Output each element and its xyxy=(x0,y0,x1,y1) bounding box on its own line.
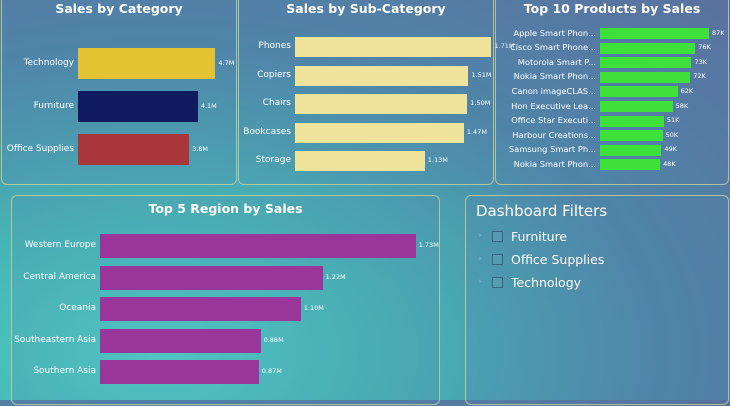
data-label: 49K xyxy=(664,145,677,154)
top-products-title: Top 10 Products by Sales xyxy=(523,1,701,16)
category-label: Office Supplies xyxy=(6,143,74,154)
category-label: Oceania xyxy=(59,303,96,313)
bar[interactable] xyxy=(600,86,678,98)
sales-by-subcategory-panel: Sales by Sub-Category Phones 1.71M Copiers… xyxy=(238,0,515,186)
bar[interactable] xyxy=(295,122,464,143)
category-label: Nokia Smart Phon... xyxy=(513,158,596,169)
data-label: 58K xyxy=(675,101,689,110)
category-label: Southeastern Asia xyxy=(14,334,96,345)
bar[interactable] xyxy=(600,71,691,83)
category-label: Samsung Smart Ph... xyxy=(508,144,596,155)
category-label: Apple Smart Phon... xyxy=(513,27,597,38)
dashboard-filters-title: Dashboard Filters xyxy=(476,202,608,220)
data-label: 73K xyxy=(694,57,707,66)
top-products-panel: Top 10 Products by Sales Apple Smart Pho… xyxy=(495,0,729,185)
bar[interactable] xyxy=(295,94,468,114)
bar[interactable] xyxy=(600,144,662,156)
checkbox[interactable] xyxy=(492,253,503,265)
data-label: 50K xyxy=(665,130,679,139)
top-region-panel: Top 5 Region by Sales Western Europe 1.73… xyxy=(11,195,440,405)
sales-by-subcategory-chart: Phones 1.71M Copiers 1.51M Chairs 1.50M Bookca… xyxy=(239,0,515,186)
category-label: Phones xyxy=(258,41,291,51)
filter-item-furniture[interactable]: › Furniture xyxy=(478,227,567,245)
bar[interactable] xyxy=(78,91,198,122)
sales-by-category-title: Sales by Category xyxy=(55,1,183,16)
bar[interactable] xyxy=(600,42,696,54)
bar[interactable] xyxy=(600,101,673,112)
sales-by-subcategory-title: Sales by Sub-Category xyxy=(286,1,446,16)
category-label: Harbour Creations... xyxy=(512,129,596,140)
data-label: 87K xyxy=(711,28,725,37)
bar[interactable] xyxy=(600,57,692,69)
data-label: 1.51M xyxy=(471,70,492,79)
category-label: Hon Executive Lea... xyxy=(511,100,596,111)
bar[interactable] xyxy=(600,115,664,127)
category-label: Copiers xyxy=(257,69,291,80)
bar[interactable] xyxy=(78,48,216,79)
bar[interactable] xyxy=(600,130,663,142)
data-label: 3.8M xyxy=(192,144,209,153)
data-label: 1.50M xyxy=(470,99,491,107)
data-label: 76K xyxy=(698,43,711,52)
checkbox[interactable] xyxy=(492,276,503,288)
top-region-title: Top 5 Region by Sales xyxy=(148,201,303,216)
filter-item-office-supplies[interactable]: › Office Supplies xyxy=(478,250,604,268)
filter-label: Office Supplies xyxy=(511,251,605,267)
data-label: 0.87M xyxy=(261,367,282,375)
data-label: 1.13M xyxy=(427,156,448,164)
data-label: 1.71M xyxy=(494,42,515,50)
data-label: 72K xyxy=(693,72,706,81)
bar[interactable] xyxy=(100,297,301,321)
data-label: 1.10M xyxy=(303,304,324,312)
category-label: Cisco Smart Phone... xyxy=(509,42,596,53)
bar[interactable] xyxy=(100,265,323,290)
filter-label: Furniture xyxy=(511,228,568,244)
category-label: Canon imageCLAS... xyxy=(511,85,596,96)
category-label: Nokia Smart Phon... xyxy=(513,71,596,82)
bar[interactable] xyxy=(295,65,469,86)
bar[interactable] xyxy=(100,360,259,384)
filter-label: Technology xyxy=(511,274,582,290)
data-label: 1.73M xyxy=(418,241,439,249)
chevron-right-icon[interactable]: › xyxy=(478,277,482,287)
category-label: Motorola Smart P... xyxy=(517,56,596,67)
category-label: Chairs xyxy=(262,98,291,108)
chevron-right-icon[interactable]: › xyxy=(478,254,482,264)
bar[interactable] xyxy=(78,134,190,165)
category-label: Central America xyxy=(23,271,96,282)
bar[interactable] xyxy=(600,159,661,171)
data-label: 62K xyxy=(680,86,694,95)
data-label: 48K xyxy=(663,159,676,168)
bar[interactable] xyxy=(295,37,492,57)
category-label: Storage xyxy=(255,155,291,165)
top-region-chart: Western Europe 1.73M Central America 1.22M O… xyxy=(12,196,441,406)
sales-by-category-panel: Sales by Category Technology 4.7M Furnitur… xyxy=(1,0,237,185)
data-label: 4.1M xyxy=(200,101,217,110)
data-label: 1.22M xyxy=(325,272,346,281)
category-label: Technology xyxy=(23,57,74,68)
top-products-chart: Apple Smart Phon... 87K Cisco Smart Phone.… xyxy=(496,0,730,186)
bar[interactable] xyxy=(100,234,416,258)
checkbox[interactable] xyxy=(492,230,503,242)
category-label: Bookcases xyxy=(243,126,291,137)
category-label: Southern Asia xyxy=(33,366,96,376)
bar[interactable] xyxy=(100,328,261,353)
data-label: 0.88M xyxy=(263,335,284,344)
chevron-right-icon[interactable]: › xyxy=(478,231,482,241)
data-label: 4.7M xyxy=(218,58,235,67)
data-label: 1.47M xyxy=(466,127,487,136)
bar[interactable] xyxy=(600,28,709,39)
data-label: 51K xyxy=(666,116,680,125)
category-label: Furniture xyxy=(33,100,74,111)
dashboard-filters-panel: Dashboard Filters › Furniture › Office S… xyxy=(465,195,729,405)
filter-item-technology[interactable]: › Technology xyxy=(478,273,581,291)
bar[interactable] xyxy=(295,151,425,171)
category-label: Office Star Executi... xyxy=(511,115,596,126)
category-label: Western Europe xyxy=(24,240,96,250)
sales-by-category-chart: Technology 4.7M Furniture 4.1M Office Suppli… xyxy=(2,0,238,186)
